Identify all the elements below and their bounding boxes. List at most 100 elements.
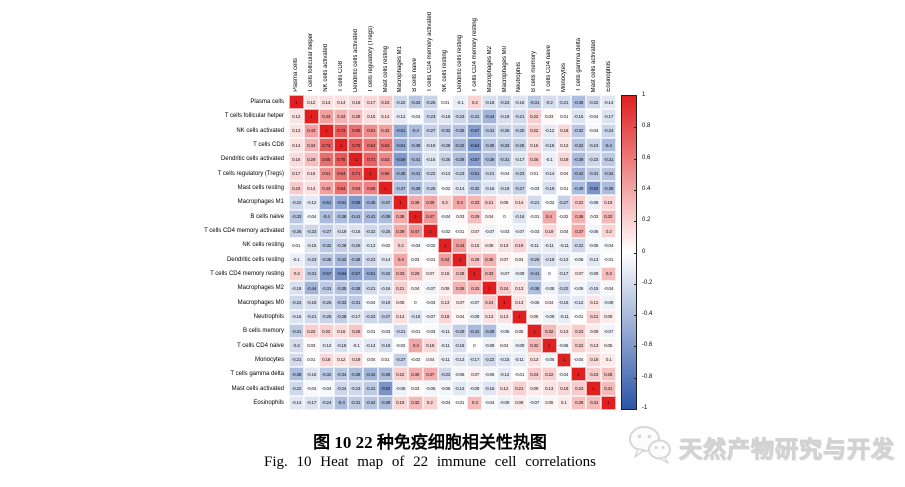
heatmap-cell: -0.45 <box>393 166 408 181</box>
heatmap-cell: -0.12 <box>393 109 408 124</box>
heatmap-cell: -0.26 <box>348 238 364 253</box>
heatmap-cell: 1 <box>497 295 512 310</box>
colorbar-gradient <box>622 96 636 409</box>
heatmap-cell: 0.01 <box>363 324 379 339</box>
heatmap-cell: 0.18 <box>318 352 334 368</box>
heatmap-cell: 0.64 <box>333 180 349 196</box>
heatmap-cell: 0.23 <box>571 381 587 396</box>
heatmap-cell: 0.4 <box>407 338 423 353</box>
heatmap-cell: 0.51 <box>363 123 379 138</box>
heatmap-cell: -0.03 <box>497 223 512 239</box>
heatmap-cell: -0.04 <box>482 395 498 410</box>
heatmap-cell: -0.33 <box>333 295 349 310</box>
heatmap-cell: 0.21 <box>586 309 602 325</box>
heatmap-cell: -0.08 <box>482 338 498 353</box>
heatmap-cell: -0.41 <box>363 209 379 224</box>
heatmap-cell: -0.27 <box>556 195 572 210</box>
heatmap-cell: -0.12 <box>497 367 512 382</box>
colorbar-tick-label: 1 <box>642 92 646 98</box>
heatmap-cell: 0.12 <box>497 381 512 396</box>
heatmap-cell: -0.14 <box>378 252 394 267</box>
heatmap-cell: 0.04 <box>363 352 379 368</box>
column-label: T cells CD4 memory activated <box>427 12 434 92</box>
heatmap-cell: -0.31 <box>586 166 602 181</box>
heatmap-cell: 0.1 <box>556 395 572 410</box>
heatmap-cell: 0.08 <box>393 295 408 310</box>
heatmap-cell: 0.19 <box>511 238 527 253</box>
heatmap-cell: 0.2 <box>437 195 453 210</box>
heatmap-cell: -0.23 <box>422 109 438 124</box>
heatmap-cell: -0.03 <box>526 223 542 239</box>
heatmap-cell: -0.04 <box>556 367 572 382</box>
heatmap-cell: 0.22 <box>526 109 542 124</box>
heatmap-cell: -0.05 <box>526 295 542 310</box>
heatmap-cell: -0.41 <box>407 152 423 167</box>
heatmap-cell: 0.75 <box>348 137 364 153</box>
heatmap-cell: 0.13 <box>511 295 527 310</box>
heatmap-cell: 0.04 <box>497 338 512 353</box>
row-label: B cells naive <box>250 213 284 220</box>
heatmap-cell: 0.03 <box>586 209 602 224</box>
heatmap-cell: -0.32 <box>467 180 483 196</box>
heatmap-cell: -0.29 <box>452 324 468 339</box>
heatmap-cell: -0.22 <box>571 238 587 253</box>
heatmap-cell: -0.07 <box>601 324 616 339</box>
heatmap-cell: -0.26 <box>318 295 334 310</box>
heatmap-cell: -0.31 <box>497 152 512 167</box>
column-label: Mast cells resting <box>382 45 389 92</box>
heatmap-cell: -0.17 <box>511 152 527 167</box>
heatmap-cell: -0.19 <box>541 180 557 196</box>
heatmap-cell: -0.18 <box>541 137 557 153</box>
heatmap-cell: 0.18 <box>556 123 572 138</box>
heatmap-column-labels: Plasma cells T cells follicular helper NK … <box>289 4 616 92</box>
heatmap-cell: -0.21 <box>482 166 498 181</box>
column-label: B cells naive <box>412 58 419 92</box>
heatmap-cell: -0.31 <box>467 109 483 124</box>
heatmap-cell: -0.57 <box>467 123 483 138</box>
heatmap-cell: -0.18 <box>289 281 304 296</box>
heatmap-cell: -0.16 <box>289 309 304 325</box>
heatmap-cell: 1 <box>467 266 483 282</box>
heatmap-cell: -0.59 <box>348 195 364 210</box>
row-label: T cells CD4 memory activated <box>204 228 284 235</box>
heatmap-cell: -0.31 <box>318 281 334 296</box>
heatmap-cell: 0.03 <box>541 109 557 124</box>
heatmap-cell: -0.33 <box>407 95 423 110</box>
heatmap-cell: 0.34 <box>303 137 319 153</box>
row-label: Monocytes <box>254 356 284 363</box>
row-label: Eosinophils <box>253 399 284 406</box>
heatmap-cell: -0.14 <box>452 180 468 196</box>
heatmap-cell: -0.04 <box>303 209 319 224</box>
colorbar-tick-label: 0.8 <box>642 123 651 130</box>
heatmap-cell: -0.09 <box>511 338 527 353</box>
heatmap-cell: 0.01 <box>556 109 572 124</box>
heatmap-cell: -0.11 <box>541 238 557 253</box>
heatmap-cell: -0.14 <box>601 95 616 110</box>
heatmap-cell: 0.32 <box>601 209 616 224</box>
heatmap-cell: -0.64 <box>333 266 349 282</box>
heatmap-cell: -0.57 <box>467 152 483 167</box>
heatmap-cell: 0.13 <box>497 238 512 253</box>
heatmap-cell: -0.2 <box>289 338 304 353</box>
heatmap-cell: -0.07 <box>526 395 542 410</box>
heatmap-cell: -0.27 <box>511 180 527 196</box>
heatmap-cell: 0 <box>467 338 483 353</box>
heatmap-cell: -0.4 <box>601 137 616 153</box>
heatmap-cell: -0.38 <box>289 367 304 382</box>
colorbar-tick-label: 0.2 <box>642 217 651 224</box>
heatmap-cell: -0.45 <box>363 195 379 210</box>
heatmap-cell: 0.18 <box>556 381 572 396</box>
heatmap-cell: 0.19 <box>556 152 572 167</box>
heatmap-cell: -0.04 <box>586 123 602 138</box>
heatmap-cell: -0.06 <box>482 367 498 382</box>
heatmap-cell: 0.33 <box>467 281 483 296</box>
heatmap-cell: 0.71 <box>348 166 364 181</box>
heatmap-cell: 0.22 <box>571 195 587 210</box>
colorbar-tick-label: 0 <box>642 248 646 255</box>
heatmap-cell: 0.04 <box>556 223 572 239</box>
heatmap-cell: 0.17 <box>363 95 379 110</box>
heatmap-cell: 1 <box>586 381 602 396</box>
heatmap-cell: -0.15 <box>497 352 512 368</box>
heatmap-cell: -0.22 <box>437 367 453 382</box>
heatmap-cell: 0.2 <box>467 95 483 110</box>
